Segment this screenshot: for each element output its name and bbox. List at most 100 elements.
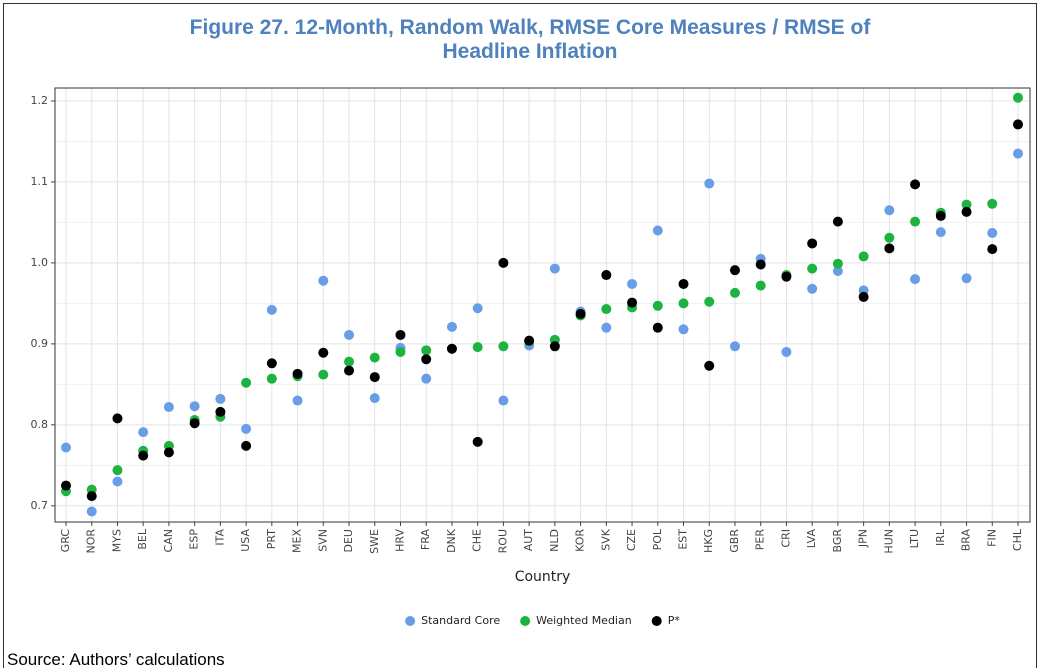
dot [112, 413, 123, 424]
dot [935, 227, 946, 238]
dot [678, 278, 689, 289]
dot [858, 251, 869, 262]
x-tick-label: MYS [110, 529, 123, 552]
dot [395, 346, 406, 357]
dot [884, 205, 895, 216]
dot [987, 198, 998, 209]
y-tick-label: 1.2 [31, 94, 49, 107]
dot [112, 476, 123, 487]
dot [215, 406, 226, 417]
x-tick-label: PER [754, 529, 767, 551]
dot [601, 270, 612, 281]
dot [472, 342, 483, 353]
dot [524, 335, 535, 346]
dot [189, 418, 200, 429]
dot [344, 356, 355, 367]
legend-label: P* [668, 614, 681, 627]
plot-border [54, 87, 1031, 523]
dot [369, 393, 380, 404]
y-tick-label: 1.1 [31, 175, 49, 188]
dot [832, 265, 843, 276]
x-tick-label: ROU [496, 529, 509, 553]
dot [704, 296, 715, 307]
x-tick-label: GBR [728, 529, 741, 553]
x-tick-label: MEX [291, 529, 304, 553]
x-tick-label: GRC [59, 529, 72, 553]
dot [292, 368, 303, 379]
dot [266, 304, 277, 315]
dot [421, 354, 432, 365]
x-tick-label: EST [677, 529, 690, 550]
dot [472, 303, 483, 314]
dot [755, 280, 766, 291]
dot [1013, 92, 1023, 103]
dot [910, 274, 921, 285]
y-tick-label: 1.0 [31, 256, 49, 269]
y-tick-label: 0.8 [31, 418, 49, 431]
dot [86, 491, 97, 502]
x-axis-title: Country [515, 569, 571, 585]
dot [549, 263, 560, 274]
x-tick-label: BRA [960, 529, 973, 552]
dot [1013, 119, 1023, 130]
dot [884, 243, 895, 254]
x-tick-label: FRA [419, 529, 432, 551]
dot [344, 329, 355, 340]
dot [318, 369, 329, 380]
dot [807, 263, 818, 274]
dot [627, 278, 638, 289]
dot [266, 358, 277, 369]
dot [807, 238, 818, 249]
dot [729, 341, 740, 352]
dot [987, 244, 998, 255]
x-tick-label: ITA [213, 529, 226, 546]
dot [729, 287, 740, 298]
dot [832, 258, 843, 269]
dot [446, 343, 457, 354]
x-tick-label: LTU [908, 529, 921, 548]
x-tick-label: BGR [831, 529, 844, 553]
legend-label: Weighted Median [536, 614, 632, 627]
dot [910, 179, 921, 190]
dot [781, 346, 792, 357]
dot [189, 401, 200, 412]
x-tick-label: JPN [857, 529, 870, 548]
dot [549, 341, 560, 352]
legend-marker [651, 616, 662, 626]
source-note: Source: Authors’ calculations [7, 650, 225, 668]
x-tick-label: ESP [188, 529, 201, 550]
dot [987, 227, 998, 238]
dot [678, 298, 689, 309]
dot [961, 199, 972, 210]
x-tick-label: CAN [162, 529, 175, 552]
x-tick-label: SVN [316, 529, 329, 552]
dot [292, 395, 303, 406]
dot [729, 265, 740, 276]
dot [832, 216, 843, 227]
dot [704, 360, 715, 371]
x-tick-label: CZE [625, 529, 638, 551]
dot [627, 297, 638, 308]
dot [498, 257, 509, 268]
dot [241, 377, 252, 388]
dot [61, 442, 71, 453]
x-tick-label: BEL [136, 528, 149, 549]
dot [318, 347, 329, 358]
dot [910, 216, 921, 227]
dot [318, 275, 329, 286]
dot [498, 395, 509, 406]
x-tick-label: SWE [368, 529, 381, 554]
dot [935, 210, 946, 221]
dot [138, 427, 149, 438]
dot [704, 178, 715, 189]
dot [601, 322, 612, 333]
dot [344, 365, 355, 376]
legend-marker [405, 616, 416, 626]
dot [961, 206, 972, 217]
x-tick-label: CHL [1011, 528, 1024, 551]
x-tick-label: AUT [522, 529, 535, 552]
x-tick-label: KOR [574, 529, 587, 552]
dot [266, 373, 277, 384]
